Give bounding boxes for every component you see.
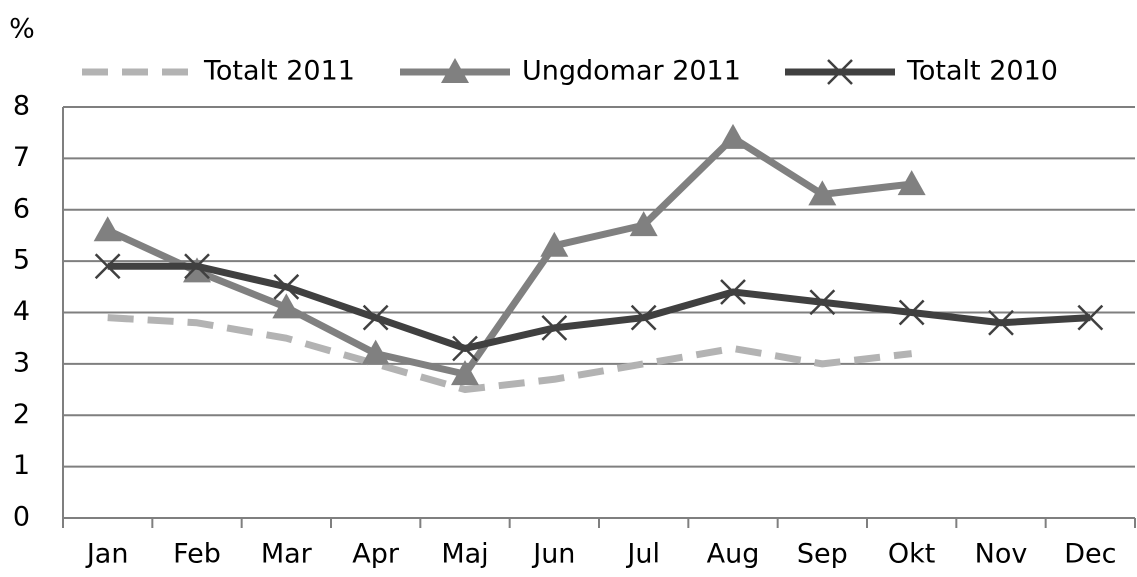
marker — [897, 170, 926, 196]
x-tick-label: Feb — [173, 539, 221, 570]
y-tick-label: 8 — [13, 91, 30, 122]
x-tick-label: Jun — [531, 539, 575, 570]
x-tick-label: Okt — [888, 539, 935, 570]
marker — [273, 273, 300, 300]
marker — [184, 253, 210, 280]
marker — [441, 58, 469, 83]
x-tick-label: Jan — [85, 539, 129, 570]
x-tick-label: Jul — [625, 539, 660, 570]
x-tick-label: Dec — [1064, 539, 1116, 570]
marker — [451, 360, 479, 386]
marker-stroke — [452, 335, 478, 362]
marker — [183, 257, 211, 283]
series-line — [107, 262, 1091, 352]
marker-stroke — [362, 304, 389, 331]
marker-stroke — [720, 279, 746, 305]
series-line — [106, 134, 913, 378]
y-tick-label: 0 — [13, 502, 30, 533]
y-tick-label: 4 — [13, 296, 30, 327]
y-tick-label: 3 — [13, 347, 30, 378]
y-axis-label: % — [9, 14, 35, 45]
marker — [720, 279, 746, 305]
marker — [361, 339, 390, 365]
x-tick-label: Nov — [975, 539, 1028, 570]
marker-stroke — [1077, 304, 1104, 331]
x-tick-label: Mar — [261, 539, 313, 570]
marker-stroke — [184, 253, 210, 280]
marker — [1077, 304, 1104, 331]
marker — [898, 299, 925, 326]
marker-stroke — [94, 253, 121, 280]
x-tick-label: Maj — [441, 539, 488, 570]
marker — [93, 216, 122, 242]
y-tick-label: 5 — [13, 245, 30, 276]
legend-label: Totalt 2010 — [906, 56, 1058, 87]
marker — [629, 211, 658, 237]
x-tick-label: Sep — [797, 539, 848, 570]
marker-stroke — [630, 304, 657, 331]
marker-stroke — [273, 273, 300, 300]
marker-stroke — [827, 59, 853, 85]
x-tick-label: Aug — [707, 539, 760, 570]
y-tick-label: 2 — [13, 399, 30, 430]
marker — [988, 309, 1014, 336]
y-tick-label: 7 — [13, 142, 30, 173]
marker — [827, 59, 853, 85]
marker — [719, 123, 747, 149]
marker-stroke — [809, 289, 836, 316]
marker — [94, 253, 121, 280]
marker-stroke — [988, 309, 1014, 336]
marker-stroke — [898, 299, 925, 326]
series-line — [107, 314, 913, 394]
marker-stroke — [541, 315, 568, 341]
marker — [809, 289, 836, 316]
marker — [272, 293, 301, 319]
marker — [808, 180, 837, 206]
marker — [630, 304, 657, 331]
marker — [452, 335, 478, 362]
legend-label: Ungdomar 2011 — [522, 56, 741, 87]
legend-label: Totalt 2011 — [203, 56, 355, 87]
y-tick-label: 6 — [13, 193, 30, 224]
marker — [540, 231, 569, 257]
y-tick-label: 1 — [13, 450, 30, 481]
x-tick-label: Apr — [352, 539, 400, 570]
marker — [362, 304, 389, 331]
marker — [541, 315, 568, 341]
